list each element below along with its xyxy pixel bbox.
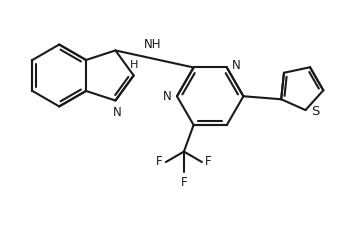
Text: H: H: [130, 60, 138, 70]
Text: N: N: [232, 59, 240, 73]
Text: F: F: [205, 155, 212, 168]
Text: F: F: [181, 176, 187, 189]
Text: N: N: [163, 90, 172, 103]
Text: S: S: [311, 105, 320, 118]
Text: F: F: [156, 155, 162, 168]
Text: N: N: [113, 106, 122, 119]
Text: NH: NH: [144, 38, 161, 51]
